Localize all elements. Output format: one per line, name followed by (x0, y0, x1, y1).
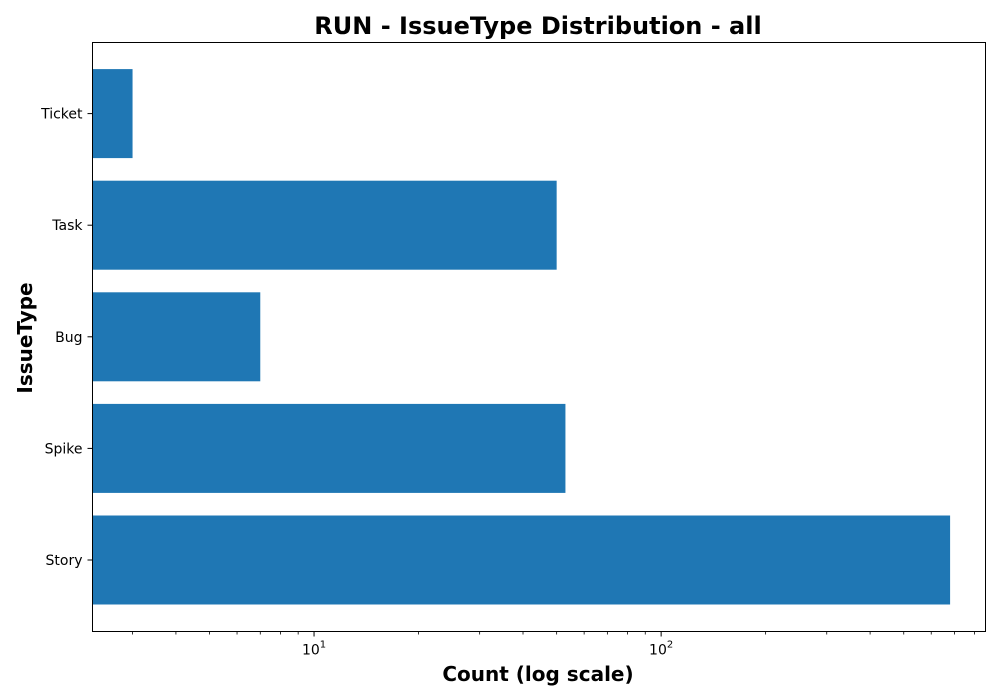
chart-title: RUN - IssueType Distribution - all (314, 12, 761, 40)
y-tick-label: Story (46, 553, 83, 569)
y-tick-label: Ticket (40, 107, 83, 123)
y-axis-ticks: Story Spike Bug Task Ticket (40, 107, 93, 569)
bars-group (92, 69, 951, 605)
y-tick-label: Bug (55, 330, 82, 346)
x-tick-label: 101 (302, 640, 326, 659)
bar-task (92, 180, 557, 270)
y-tick-label: Task (51, 218, 83, 234)
bar-spike (92, 403, 566, 493)
y-axis-label: IssueType (13, 282, 37, 393)
bar-bug (92, 292, 261, 382)
bar-story (92, 515, 951, 605)
x-tick-label: 102 (649, 640, 673, 659)
x-axis-ticks: 101 102 (132, 631, 975, 659)
y-tick-label: Spike (45, 441, 83, 457)
x-axis-label: Count (log scale) (442, 662, 633, 686)
bar-ticket (92, 69, 133, 159)
